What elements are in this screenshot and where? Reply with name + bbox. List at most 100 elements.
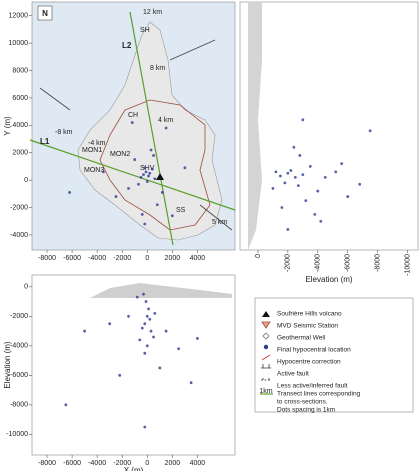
y-tick-label: -2000 <box>10 204 28 211</box>
x-axis-label: X (m) <box>124 466 144 471</box>
legend-label: Hypocentre correction <box>277 359 341 366</box>
y-tick-label: 0 <box>24 284 28 291</box>
hypocentre <box>358 182 362 186</box>
legend-label: to cross-sections. <box>277 399 328 406</box>
legend-icon <box>262 332 270 340</box>
hypocentre <box>149 329 153 333</box>
y-tick-label: -4000 <box>10 232 28 239</box>
hypocentre <box>148 171 152 175</box>
map-label: -8 km <box>55 129 73 136</box>
x-tick-label: -6000 <box>63 255 81 262</box>
north-box <box>37 5 53 21</box>
x-tick-label: 4000 <box>190 255 206 262</box>
hypocentre <box>143 166 147 170</box>
hypocentre <box>147 307 150 311</box>
hypocentre <box>150 167 154 171</box>
hypocentre <box>368 129 372 133</box>
hypocentre <box>158 366 162 370</box>
hypocentre <box>147 174 150 178</box>
map-label: -4 km <box>88 140 106 147</box>
hypocentre <box>149 148 153 152</box>
hypocentre <box>155 203 159 207</box>
hypocentre <box>143 425 147 429</box>
hypocentre <box>304 199 308 203</box>
hypocentre <box>189 381 193 385</box>
hypocentre <box>145 314 149 318</box>
hypocentre <box>334 170 338 174</box>
hypocentre <box>68 191 71 194</box>
legend-icon <box>261 354 271 361</box>
bottom-frame <box>31 274 236 456</box>
map-label: MON1 <box>82 147 102 154</box>
x-tick-label: -8000 <box>38 460 56 467</box>
side-topography <box>248 2 262 250</box>
y-tick-label: 6000 <box>12 95 28 102</box>
x-tick-label: 0 <box>145 255 149 262</box>
hypocentre <box>118 373 122 377</box>
bottom-topography <box>90 283 232 298</box>
y-axis-label: Y (m) <box>3 116 12 136</box>
north-label: N <box>42 9 48 18</box>
y-tick-label: 0 <box>24 177 28 184</box>
hypocentre <box>143 322 147 326</box>
hypocentre <box>148 317 152 321</box>
x-tick-label: -2000 <box>113 460 131 467</box>
transect-l2 <box>129 11 174 246</box>
map-label: CH <box>128 112 138 119</box>
map-label: MON3 <box>84 167 104 174</box>
hypocentre <box>298 154 302 157</box>
y-tick-label: 2000 <box>12 150 28 157</box>
hypocentre <box>135 295 139 299</box>
x-tick-label: -10000 <box>404 254 411 276</box>
map-label: SS <box>176 207 186 214</box>
map-label: L2 <box>122 41 132 50</box>
legend-icon <box>263 344 269 350</box>
legend-label: Final hypocentral location <box>277 347 351 354</box>
map-label: 8 km <box>150 65 165 72</box>
legend-label: Transect lines corresponding <box>277 391 361 398</box>
hypocentre <box>144 170 148 174</box>
hypocentre <box>274 170 278 174</box>
hypocentre <box>133 158 137 161</box>
hypocentre <box>139 175 143 179</box>
x-axis-label: Elevation (m) <box>305 275 352 284</box>
legend-icon <box>261 364 271 369</box>
hypocentre <box>114 195 118 198</box>
x-tick-label: 0 <box>255 254 262 258</box>
hypocentre <box>286 171 290 175</box>
y-tick-label: 4000 <box>12 122 28 129</box>
legend-icon-label: 1km <box>259 388 272 395</box>
y-tick-label: 12000 <box>9 13 29 20</box>
y-tick-label: 10000 <box>9 40 29 47</box>
x-tick-label: -4000 <box>88 460 106 467</box>
hypocentre <box>140 326 144 330</box>
legend-label: Geothermal Well <box>277 335 326 342</box>
y-tick-label: -6000 <box>10 372 28 379</box>
hypocentre <box>289 169 293 172</box>
x-tick-label: -8000 <box>374 254 381 272</box>
hypocentre <box>108 322 112 326</box>
hypocentre <box>152 154 155 157</box>
map-label: SHV <box>140 165 155 172</box>
map-label: 4 km <box>158 117 173 124</box>
x-tick-label: -2000 <box>113 255 131 262</box>
hypocentre <box>280 206 284 209</box>
hypocentre <box>102 170 105 174</box>
map-label: L1 <box>40 137 50 146</box>
hypocentre <box>283 181 287 185</box>
hypocentre <box>170 214 174 218</box>
hypocentre <box>145 344 149 348</box>
hypocentre <box>64 403 68 407</box>
legend-label: Soufrière Hills volcano <box>277 311 342 318</box>
hypocentre <box>183 166 187 170</box>
x-tick-label: 4000 <box>190 460 206 467</box>
x-tick-label: -6000 <box>63 460 81 467</box>
legend-icon <box>261 377 271 381</box>
y-tick-label: -10000 <box>6 431 28 438</box>
x-tick-label: -2000 <box>285 254 292 272</box>
hypocentre <box>301 173 305 177</box>
x-tick-label: -4000 <box>88 255 106 262</box>
x-tick-label: -4000 <box>315 254 322 272</box>
hypocentre <box>164 329 168 333</box>
